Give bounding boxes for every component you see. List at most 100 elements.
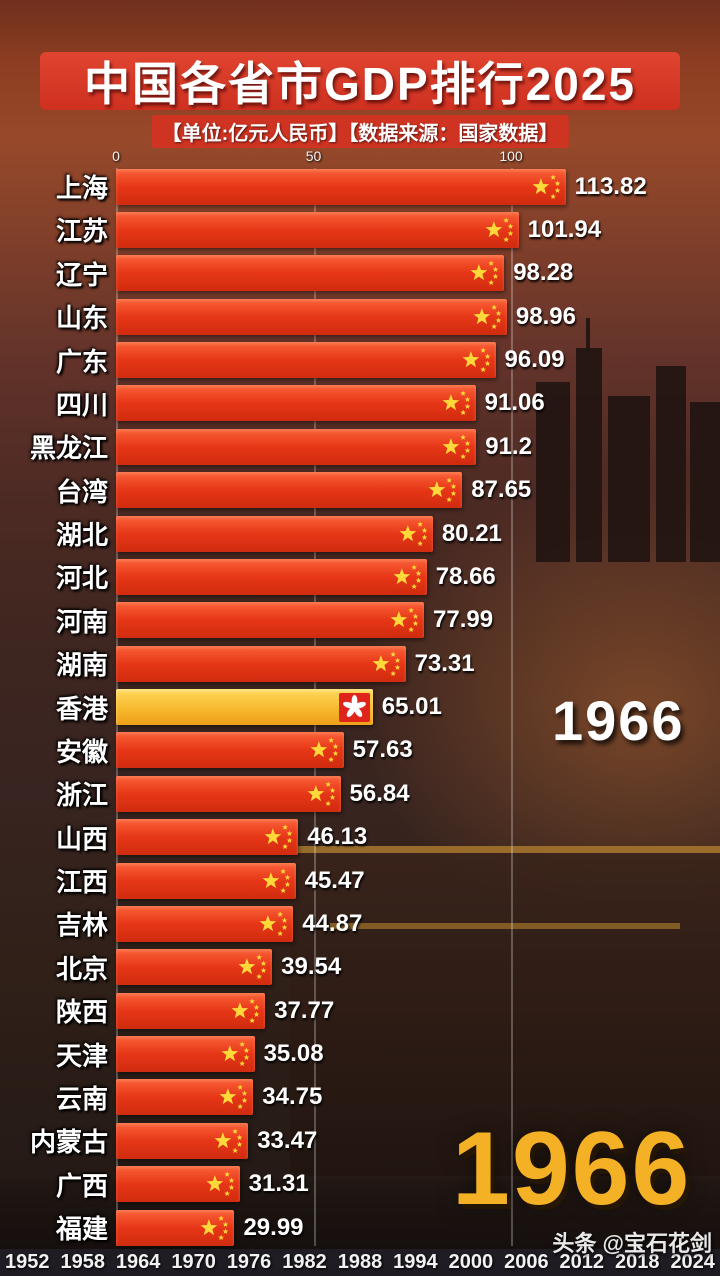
gdp-bar [116,558,427,595]
china-stars-icon [469,259,501,287]
china-stars-icon [441,433,473,461]
province-label: 北京 [55,953,108,984]
gdp-bar [116,342,496,378]
value-label: 91.06 [484,389,545,417]
chart-subtitle: 【单位:亿元人民币】【数据来源：国家数据】 [151,115,569,148]
timeline-year: 1994 [393,1251,438,1273]
china-stars-icon [441,389,473,417]
bar-row: 黑龙江 91.2 [10,428,710,465]
building-silhouette [576,348,602,562]
timeline-year: 1970 [171,1251,216,1273]
province-label: 黑龙江 [29,433,108,464]
gdp-bar [116,1166,240,1203]
value-label: 113.82 [574,172,647,200]
value-label: 73.31 [414,649,475,677]
province-label: 吉林 [55,910,108,941]
province-label: 浙江 [55,780,108,811]
bar-row: 北京 39.54 [10,949,710,986]
gdp-bar [116,905,294,942]
value-label: 56.84 [349,779,410,807]
bar-row: 云南 34.75 [10,1079,710,1116]
timeline-year: 1952 [5,1251,50,1273]
province-label: 江西 [55,867,108,897]
province-label: 福建 [55,1214,108,1244]
bar-area: 77.99 [116,602,710,639]
gdp-bar [116,1122,249,1159]
hk-bauhinia-icon [338,692,370,722]
china-stars-icon [261,867,293,895]
timeline-year: 2018 [614,1251,660,1273]
value-label: 78.66 [435,562,496,590]
province-label: 安徽 [55,736,108,767]
bar-area: 46.13 [116,819,710,856]
timeline-year: 2006 [504,1251,549,1273]
value-label: 39.54 [281,953,342,981]
value-label: 37.77 [274,996,335,1024]
bar-area: 78.66 [116,558,710,595]
gdp-bar [116,168,566,205]
bar-area: 35.08 [116,1036,710,1073]
gdp-bar [116,775,341,812]
bar-chart: 上海 113.82 江苏 101.94 辽宁 98.28 山东 [10,168,710,1246]
gdp-bar [116,689,373,725]
province-label: 陕西 [55,997,108,1028]
gdp-bar [116,602,425,639]
building-silhouette [656,366,686,562]
value-label: 87.65 [471,476,532,504]
province-label: 江苏 [55,216,108,247]
bar-row: 安徽 57.63 [10,732,710,769]
gdp-bar [116,819,299,856]
china-stars-icon [309,736,341,764]
year-label-large: 1966 [452,1111,692,1227]
value-label: 45.47 [304,866,365,894]
building-silhouette [690,402,720,562]
bar-row: 台湾 87.65 [10,472,710,509]
year-label: 1966 [552,689,685,752]
timeline-year: 2024 [670,1251,715,1273]
china-stars-icon [531,173,563,201]
bar-row: 四川 91.06 [10,385,710,422]
china-stars-icon [218,1083,250,1111]
gdp-bar [116,298,507,335]
china-stars-icon [199,1214,231,1242]
province-label: 河南 [55,606,108,637]
province-label: 上海 [55,173,108,203]
china-stars-icon [398,520,430,548]
province-label: 广东 [55,346,108,377]
value-label: 80.21 [441,519,502,547]
timeline-year: 2012 [559,1251,605,1273]
province-label: 山西 [55,823,108,854]
bar-area: 33.47 [116,1122,710,1159]
value-label: 46.13 [307,823,368,851]
x-axis-tick: 100 [499,148,523,164]
value-label: 44.87 [302,909,363,937]
bar-area: 91.2 [116,428,710,465]
gdp-bar [116,949,273,986]
building-silhouette [608,396,650,562]
bar-area: 101.94 [116,211,710,248]
bar-row: 陕西 37.77 [10,992,710,1029]
gdp-bar [116,255,505,292]
china-stars-icon [258,910,290,938]
timeline-year: 1976 [226,1251,272,1273]
gdp-bar [116,428,477,465]
background-temple [290,846,720,1176]
province-label: 湖南 [55,650,108,681]
timeline-year: 1958 [60,1251,105,1273]
bar-row: 河南 77.99 [10,602,710,639]
bar-area: 80.21 [116,515,710,552]
china-stars-icon [389,606,421,634]
bar-area: 113.82 [116,168,710,205]
value-label: 35.08 [263,1040,324,1067]
china-stars-icon [263,823,295,851]
gdp-bar [116,515,433,552]
bar-area: 98.28 [116,255,710,292]
page-title: 中国各省市GDP排行2025 [40,52,680,110]
bar-area: 39.54 [116,949,710,986]
value-label: 33.47 [257,1126,318,1154]
gdp-bar [116,472,463,509]
bar-row: 吉林 44.87 [10,905,710,942]
province-label: 天津 [55,1040,108,1071]
building-silhouette [536,382,570,562]
value-label: 101.94 [527,215,602,243]
